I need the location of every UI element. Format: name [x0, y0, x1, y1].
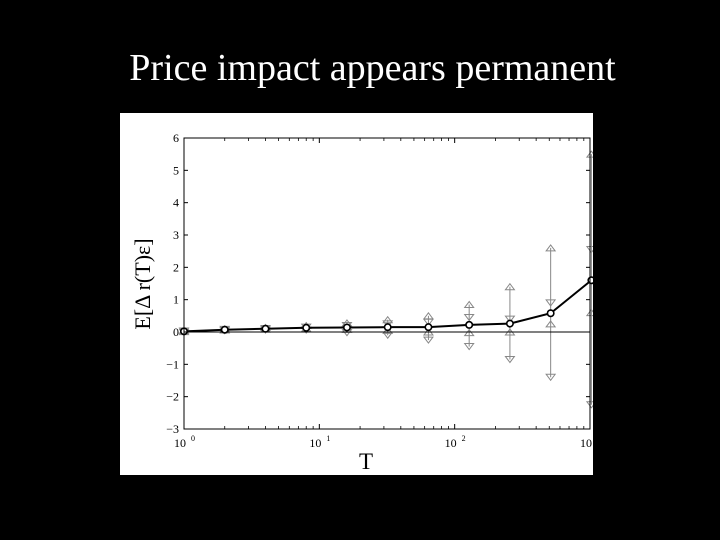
error-bar-inner-lower-cap: [545, 320, 557, 328]
error-bar-inner-upper-cap: [545, 299, 557, 307]
data-point: [505, 319, 514, 328]
data-point: [261, 324, 270, 333]
data-point: [587, 276, 596, 285]
data-point: [220, 325, 229, 334]
y-tick-label: 6: [173, 131, 179, 145]
data-point: [546, 309, 555, 318]
data-point: [424, 323, 433, 332]
chart-figure: −3−2−10123456100101102103 T E[Δ r(T)ε]: [120, 113, 601, 475]
y-tick-label: −3: [166, 422, 179, 436]
x-tick-label-exponent: 2: [462, 434, 466, 443]
error-bar-inner-lower-cap: [463, 328, 475, 337]
y-tick-label: 4: [173, 196, 179, 210]
y-tick-label: 1: [173, 293, 179, 307]
y-tick-label: −1: [166, 357, 179, 371]
x-axis-label: T: [359, 449, 373, 474]
error-bar-upper-cap: [504, 282, 516, 291]
error-bars-group: [178, 150, 597, 409]
x-tick-label-exponent: 0: [191, 434, 195, 443]
data-point: [302, 323, 311, 332]
chart-svg: −3−2−10123456100101102103 T E[Δ r(T)ε]: [130, 131, 601, 474]
error-bar-inner-upper-cap: [422, 318, 434, 327]
data-point: [342, 323, 351, 332]
error-bar-inner-upper-cap: [463, 313, 475, 322]
plot-frame-group: [183, 137, 591, 430]
error-bar-inner-upper-cap: [504, 315, 516, 323]
error-bar-lower-cap: [463, 343, 475, 351]
y-axis-label: E[Δ r(T)ε]: [130, 238, 155, 329]
x-tick-label: 10: [174, 436, 186, 450]
y-tick-label: 0: [173, 325, 179, 339]
data-point: [383, 323, 392, 332]
y-tick-label: −2: [166, 390, 179, 404]
error-bar-lower-cap: [504, 355, 516, 364]
series-group: [179, 276, 596, 336]
x-tick-label-exponent: 1: [326, 434, 330, 443]
ticks-group: −3−2−10123456100101102103: [166, 131, 601, 450]
y-tick-label: 5: [173, 163, 179, 177]
error-bar-lower-cap: [422, 336, 434, 344]
error-bar-upper-cap: [545, 244, 557, 252]
y-tick-label: 3: [173, 228, 179, 242]
x-tick-label: 10: [445, 436, 457, 450]
slide-title: Price impact appears permanent: [129, 47, 616, 89]
data-point: [465, 320, 474, 329]
error-bar-upper-cap: [382, 315, 394, 324]
x-tick-label: 10: [580, 436, 592, 450]
error-bar-upper-cap: [463, 300, 475, 309]
error-bar-lower-cap: [545, 373, 557, 382]
y-tick-label: 2: [173, 260, 179, 274]
plot-frame: [183, 137, 591, 430]
x-tick-label: 10: [309, 436, 321, 450]
